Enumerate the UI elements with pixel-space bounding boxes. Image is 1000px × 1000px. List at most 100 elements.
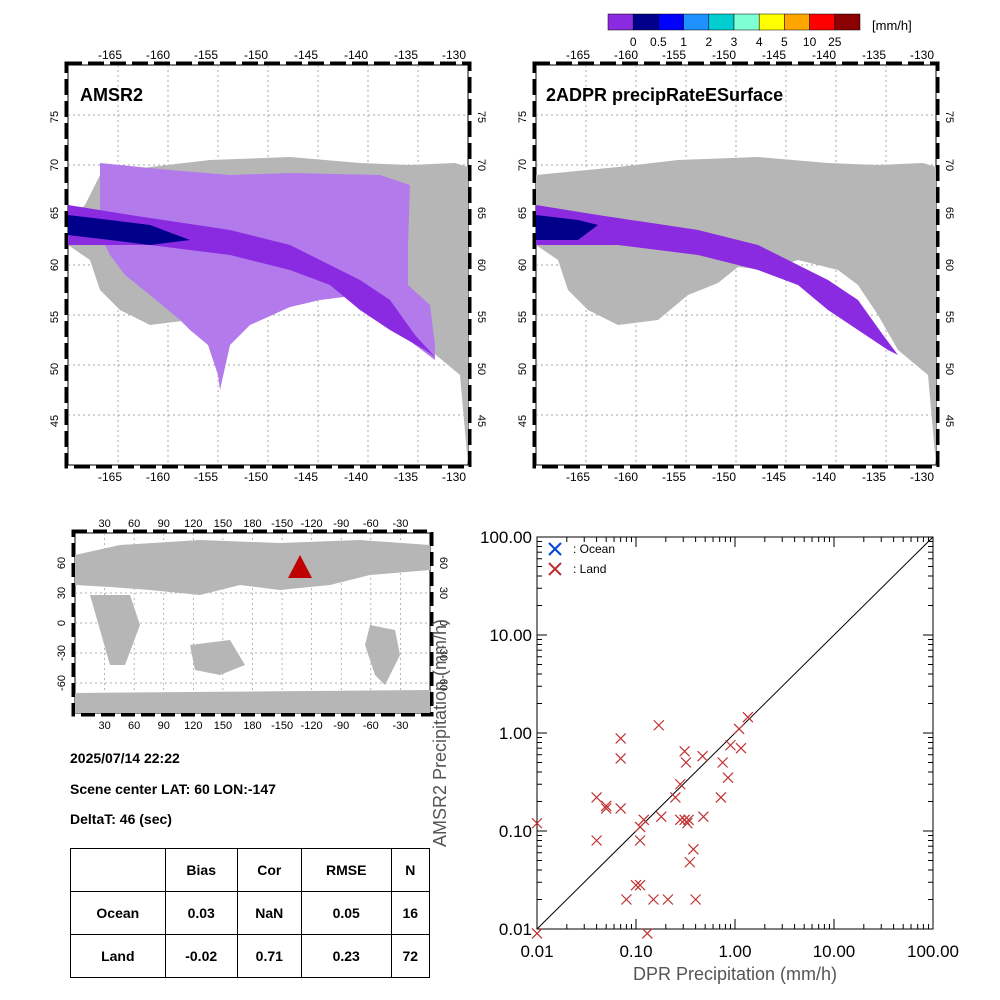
lat-tick-label: 70 bbox=[475, 159, 487, 171]
scene-location-marker bbox=[288, 555, 312, 578]
data-point bbox=[733, 723, 745, 735]
map-border bbox=[64, 61, 472, 469]
lon-tick-label: -160 bbox=[614, 470, 638, 484]
lon-tick-label: -145 bbox=[294, 48, 318, 62]
lon-tick-label: -165 bbox=[98, 48, 122, 62]
lat-tick-label: 60 bbox=[517, 259, 529, 271]
lon-tick-label: -150 bbox=[244, 470, 268, 484]
globe-lat-label: 30 bbox=[56, 587, 68, 599]
swath-dpr bbox=[536, 205, 898, 355]
lat-tick-label: 70 bbox=[49, 159, 61, 171]
globe-lon-label: 150 bbox=[214, 720, 232, 732]
heavy-rain-amsr2 bbox=[68, 215, 190, 245]
lon-tick-label: -140 bbox=[344, 470, 368, 484]
lat-tick-label: 75 bbox=[49, 111, 61, 123]
globe-lon-label: -90 bbox=[333, 720, 349, 732]
lon-tick-label: -130 bbox=[442, 48, 466, 62]
legend-marker bbox=[548, 542, 562, 556]
colorbar-tick-label: 25 bbox=[828, 35, 842, 49]
globe-lat-labels-right: 60 30 0 -30 -60 bbox=[437, 557, 449, 691]
stats-header-cell: Cor bbox=[236, 848, 302, 892]
lat-tick-label: 55 bbox=[943, 311, 955, 323]
globe-lon-label: 90 bbox=[158, 720, 170, 732]
lat-tick-label: 55 bbox=[49, 311, 61, 323]
data-point bbox=[715, 792, 727, 803]
stats-header-cell: Bias bbox=[164, 848, 238, 892]
globe-lon-label: -150 bbox=[271, 518, 293, 530]
globe-lon-label: 60 bbox=[128, 518, 140, 530]
lon-tick-labels-top: -165 -160 -155 -150 -145 -140 -135 -130 bbox=[98, 48, 466, 62]
lon-tick-label: -155 bbox=[194, 48, 218, 62]
colorbar-tick-label: 1 bbox=[680, 35, 687, 49]
lon-tick-label: -130 bbox=[910, 470, 934, 484]
data-point bbox=[615, 733, 627, 744]
globe-lon-label: -30 bbox=[392, 518, 408, 530]
lon-tick-label: -135 bbox=[862, 48, 886, 62]
colorbar-tick-label: 5 bbox=[781, 35, 788, 49]
y-tick-label: 0.10 bbox=[499, 822, 532, 841]
lon-tick-label: -145 bbox=[762, 48, 786, 62]
map-border bbox=[532, 61, 940, 469]
data-point bbox=[653, 719, 665, 731]
colorbar-tick-label: 3 bbox=[731, 35, 738, 49]
delta-time: DeltaT: 46 (sec) bbox=[70, 811, 172, 827]
northern-continents bbox=[75, 540, 430, 595]
lat-tick-label: 70 bbox=[943, 159, 955, 171]
lon-tick-label: -135 bbox=[394, 470, 418, 484]
data-point bbox=[690, 894, 702, 905]
data-point bbox=[679, 814, 691, 826]
lat-tick-label: 45 bbox=[943, 415, 955, 427]
map-title: 2ADPR precipRateESurface bbox=[546, 85, 783, 105]
colorbar-cell bbox=[758, 13, 785, 31]
lat-tick-label: 50 bbox=[49, 363, 61, 375]
data-point bbox=[684, 856, 696, 868]
lon-tick-label: -160 bbox=[146, 48, 170, 62]
map-title: AMSR2 bbox=[80, 85, 143, 105]
globe-lon-label: 90 bbox=[158, 518, 170, 530]
globe-lon-label: -60 bbox=[363, 720, 379, 732]
lat-tick-label: 50 bbox=[475, 363, 487, 375]
stats-row-land: Land -0.02 0.71 0.23 72 bbox=[70, 934, 431, 978]
data-point bbox=[697, 750, 708, 762]
axis-ticks: 0.01 0.10 1.00 10.00 100.00 0.01 0.10 1.00 10.00… bbox=[480, 528, 959, 961]
stats-row-ocean: Ocean 0.03 NaN 0.05 16 bbox=[70, 891, 431, 935]
lat-tick-label: 75 bbox=[943, 111, 955, 123]
lat-tick-labels-right: 75 70 65 60 55 50 45 bbox=[943, 111, 955, 427]
scatter-points bbox=[531, 711, 754, 939]
stats-cell: 72 bbox=[390, 934, 431, 978]
globe-lat-label: 0 bbox=[56, 620, 68, 626]
stats-table: Bias Cor RMSE N Ocean 0.03 NaN 0.05 16 L… bbox=[70, 848, 431, 978]
data-point bbox=[638, 814, 650, 826]
y-tick-label: 10.00 bbox=[489, 626, 532, 645]
lat-tick-label: 60 bbox=[49, 259, 61, 271]
colorbar-cell bbox=[658, 13, 684, 31]
antarctica bbox=[75, 690, 430, 713]
lat-tick-labels-left: 75 70 65 60 55 50 45 bbox=[517, 111, 529, 427]
colorbar-cell bbox=[607, 13, 634, 31]
plot-frame bbox=[536, 536, 934, 930]
lon-tick-label: -155 bbox=[194, 470, 218, 484]
colorbar-cells bbox=[607, 13, 861, 31]
globe-lon-label: -60 bbox=[363, 518, 379, 530]
colorbar-cell bbox=[809, 13, 836, 31]
globe-lon-label: -90 bbox=[333, 518, 349, 530]
lat-tick-label: 55 bbox=[475, 311, 487, 323]
colorbar-cell bbox=[708, 13, 735, 31]
lon-tick-label: -155 bbox=[662, 48, 686, 62]
lat-tick-label: 70 bbox=[517, 159, 529, 171]
stats-cell: 0.23 bbox=[300, 934, 392, 978]
data-point bbox=[698, 811, 709, 823]
stats-cell: Land bbox=[70, 934, 166, 978]
colorbar-cell bbox=[784, 13, 810, 31]
globe-lon-label: 120 bbox=[184, 518, 202, 530]
lat-tick-labels-left: 75 70 65 60 55 50 45 bbox=[49, 111, 61, 427]
map-dpr: 2ADPR precipRateESurface -165 -160 -155 -15… bbox=[517, 48, 955, 484]
lon-tick-label: -135 bbox=[394, 48, 418, 62]
globe-lon-label: 120 bbox=[184, 720, 202, 732]
data-point bbox=[722, 772, 734, 784]
lon-tick-label: -140 bbox=[812, 48, 836, 62]
scene-datetime: 2025/07/14 22:22 bbox=[70, 750, 180, 766]
legend-label: : Ocean bbox=[573, 542, 615, 556]
stats-cell: 0.71 bbox=[236, 934, 302, 978]
data-point bbox=[600, 802, 612, 814]
